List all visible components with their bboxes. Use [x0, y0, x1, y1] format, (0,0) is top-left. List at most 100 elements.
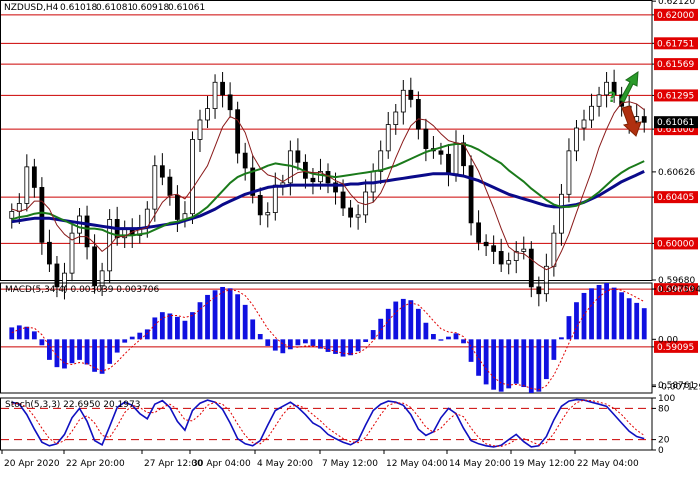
macd-bar: [499, 339, 504, 391]
candle-bull: [379, 151, 383, 172]
candle-bull: [198, 120, 202, 139]
candle-bear: [529, 249, 533, 287]
candle-bear: [221, 82, 225, 95]
level-label: 0.61295: [657, 91, 694, 101]
x-tick-label: 4 May 20:00: [257, 459, 313, 469]
level-label: 0.62000: [657, 11, 694, 21]
ohlc-low: 0.60918: [132, 3, 169, 13]
ohlc-open: 0.61018: [60, 3, 97, 13]
macd-tick-label: -0.007129: [658, 383, 700, 393]
candle-bull: [394, 112, 398, 125]
candle-bear: [168, 177, 172, 195]
macd-bar: [85, 339, 90, 364]
candle-bull: [17, 203, 21, 211]
macd-bar: [551, 339, 556, 360]
macd-bar: [529, 339, 534, 393]
candle-bull: [273, 185, 277, 212]
stoch-tick-label: 80: [658, 404, 670, 414]
macd-bar: [567, 316, 572, 339]
level-label: 0.60000: [657, 239, 694, 249]
candle-bull: [10, 211, 14, 218]
x-tick-label: 7 May 12:00: [322, 459, 378, 469]
candle-bear: [311, 178, 315, 181]
candle-bull: [25, 167, 29, 204]
candle-bull: [213, 82, 217, 108]
macd-bar: [559, 337, 564, 339]
macd-bar: [24, 327, 29, 340]
x-tick-label: 22 Apr 20:00: [66, 459, 125, 469]
ohlc-close: 0.61061: [168, 3, 205, 13]
candle-bear: [349, 208, 353, 217]
macd-bar: [469, 339, 474, 362]
macd-bar: [130, 337, 135, 340]
candle-bear: [439, 151, 443, 154]
macd-bar: [92, 339, 97, 371]
macd-label: MACD(5,34,4) 0.003039 0.003706: [5, 285, 160, 295]
macd-bar: [416, 309, 421, 339]
macd-bar: [484, 339, 489, 384]
candle-bear: [243, 153, 247, 168]
stoch-tick-label: 100: [658, 394, 675, 404]
candle-bull: [582, 120, 586, 128]
candle-bull: [574, 128, 578, 151]
macd-bar: [288, 339, 293, 349]
candle-bull: [356, 215, 360, 217]
macd-bar: [243, 305, 248, 339]
price-tick-label: 0.60626: [658, 168, 695, 178]
chart-symbol: NZDUSD,H4: [4, 3, 59, 13]
current-price-label: 0.61061: [657, 118, 694, 128]
question-mark-icon: ?: [608, 90, 616, 106]
macd-bar: [363, 339, 368, 342]
candle-bear: [477, 223, 481, 242]
macd-bar: [70, 339, 75, 363]
macd-bar: [228, 288, 233, 339]
macd-bar: [348, 339, 353, 355]
macd-bar: [295, 339, 300, 345]
macd-bar: [341, 339, 346, 356]
macd-bar: [439, 339, 444, 340]
macd-bar: [280, 339, 285, 353]
macd-bar: [77, 339, 82, 360]
macd-bar: [544, 339, 549, 379]
macd-bar: [423, 323, 428, 340]
x-tick-label: 14 May 20:00: [449, 459, 511, 469]
candle-bear: [32, 167, 36, 188]
candle-bear: [85, 216, 89, 247]
stoch-tick-label: 20: [658, 436, 670, 446]
candle-bear: [499, 251, 503, 264]
candle-bull: [266, 213, 270, 215]
candle-bull: [153, 166, 157, 209]
macd-bar: [107, 339, 112, 364]
candle-bear: [93, 247, 97, 286]
macd-bar: [183, 321, 188, 340]
macd-bar: [619, 292, 624, 339]
macd-bar: [205, 295, 210, 339]
macd-bar: [612, 288, 617, 340]
price-tick-label: 0.62120: [658, 0, 695, 7]
macd-bar: [326, 339, 331, 352]
candle-bull: [559, 194, 563, 233]
macd-bar: [265, 339, 270, 346]
level-label: 0.61569: [657, 60, 694, 70]
x-tick-label: 22 May 04:00: [577, 459, 639, 469]
macd-bar: [17, 325, 22, 339]
macd-bar: [115, 339, 120, 352]
macd-bar: [627, 298, 632, 339]
macd-bar: [408, 300, 413, 339]
candle-bear: [484, 242, 488, 245]
macd-bar: [461, 339, 466, 343]
x-tick-label: 20 Apr 2020: [4, 459, 60, 469]
macd-bar: [160, 312, 165, 339]
macd-bar: [9, 327, 14, 339]
macd-bar: [235, 294, 240, 339]
candle-bear: [258, 195, 262, 214]
candle-bear: [469, 166, 473, 223]
macd-bar: [220, 287, 225, 339]
macd-bar: [32, 331, 37, 339]
macd-bar: [250, 319, 255, 339]
candle-bull: [190, 139, 194, 213]
macd-bar: [506, 339, 511, 388]
candle-bear: [228, 95, 232, 110]
